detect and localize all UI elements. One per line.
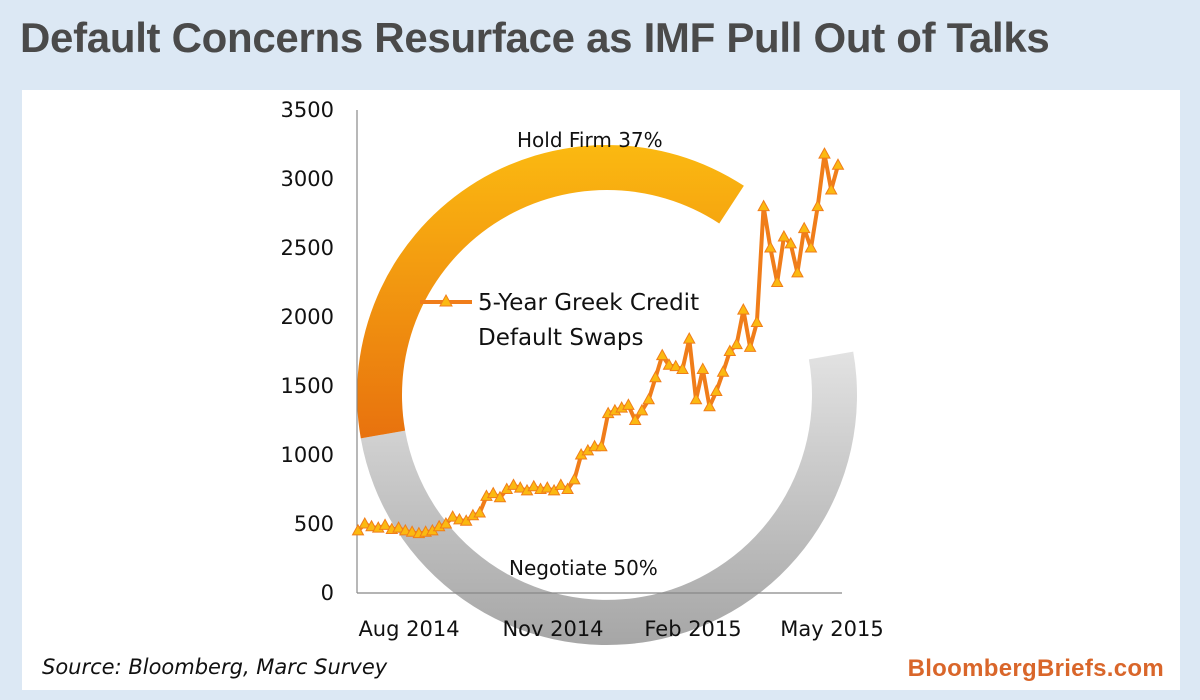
data-point <box>649 370 662 383</box>
legend: 5-Year Greek Credit Default Swaps <box>420 290 699 351</box>
data-point <box>540 481 554 493</box>
data-point <box>676 362 689 374</box>
data-point <box>689 392 703 405</box>
data-point <box>831 158 845 170</box>
data-point <box>743 340 757 352</box>
legend-swatch-marker <box>439 293 453 307</box>
negotiate-label: Negotiate 50% <box>509 556 658 580</box>
brand-logo-text: BloombergBriefs.com <box>907 655 1164 682</box>
data-point <box>453 512 466 525</box>
hold-firm-label: Hold Firm 37% <box>517 128 663 152</box>
data-point <box>797 221 811 234</box>
y-tick-label: 2000 <box>281 305 334 329</box>
chart-panel: 3500 3000 2500 2000 1500 1000 500 0 Aug … <box>22 90 1180 690</box>
data-point <box>682 332 696 344</box>
source-note: Source: Bloomberg, Marc Survey <box>42 655 388 679</box>
data-point <box>507 478 520 490</box>
y-tick-label: 1500 <box>281 374 334 398</box>
data-point <box>723 344 737 356</box>
data-point <box>635 403 649 416</box>
data-point <box>486 486 500 499</box>
data-point <box>757 199 770 212</box>
page-title: Default Concerns Resurface as IMF Pull O… <box>20 14 1050 61</box>
data-point <box>358 516 372 529</box>
y-tick-label: 3500 <box>281 98 334 122</box>
x-tick-label: May 2015 <box>780 617 884 641</box>
data-point <box>764 240 777 253</box>
ring-segment-hold-firm <box>357 144 744 439</box>
x-tick-labels: Aug 2014 Nov 2014 Feb 2015 May 2015 <box>358 617 883 641</box>
data-point <box>439 516 453 529</box>
data-point <box>642 392 656 405</box>
data-point <box>547 483 561 496</box>
data-point <box>567 472 581 485</box>
data-point <box>622 398 635 410</box>
data-point <box>791 265 804 278</box>
y-tick-label: 3000 <box>281 167 334 191</box>
data-point <box>709 384 723 397</box>
data-point <box>703 399 716 412</box>
data-point <box>730 337 743 350</box>
x-tick-label: Nov 2014 <box>502 617 603 641</box>
y-tick-label: 2500 <box>281 236 334 260</box>
chart: 3500 3000 2500 2000 1500 1000 500 0 Aug … <box>281 98 884 646</box>
data-point <box>628 413 642 425</box>
data-point <box>655 348 669 361</box>
data-point <box>804 240 818 253</box>
data-point <box>554 478 568 490</box>
data-point <box>750 315 764 328</box>
data-point <box>824 183 838 195</box>
data-point <box>696 362 710 374</box>
x-tick-label: Feb 2015 <box>644 617 741 641</box>
data-point <box>493 490 507 503</box>
ring-segment-negotiate <box>360 351 858 646</box>
y-tick-label: 1000 <box>281 443 334 467</box>
data-point <box>561 482 574 494</box>
data-point <box>777 229 791 242</box>
series-markers <box>351 147 845 539</box>
data-point <box>527 479 541 492</box>
legend-label-line1: 5-Year Greek Credit <box>478 290 699 316</box>
data-point <box>716 365 730 377</box>
data-point <box>398 523 412 536</box>
data-point <box>818 147 831 159</box>
x-tick-label: Aug 2014 <box>358 617 459 641</box>
data-point <box>473 505 487 518</box>
y-tick-label: 500 <box>294 512 334 536</box>
data-point <box>378 518 392 530</box>
data-point <box>669 359 683 372</box>
data-point <box>446 510 459 522</box>
data-point <box>595 439 608 452</box>
data-point <box>351 523 365 536</box>
data-point <box>784 236 798 249</box>
data-point <box>513 481 527 493</box>
y-tick-labels: 3500 3000 2500 2000 1500 1000 500 0 <box>281 98 334 605</box>
data-point <box>811 199 825 212</box>
legend-label-line2: Default Swaps <box>478 325 643 351</box>
data-point <box>459 514 473 526</box>
data-point <box>365 519 378 532</box>
data-point <box>737 303 750 315</box>
data-point <box>405 525 419 537</box>
data-point <box>662 358 676 370</box>
data-point <box>770 275 784 287</box>
y-tick-label: 0 <box>321 581 334 605</box>
data-point <box>392 521 405 533</box>
